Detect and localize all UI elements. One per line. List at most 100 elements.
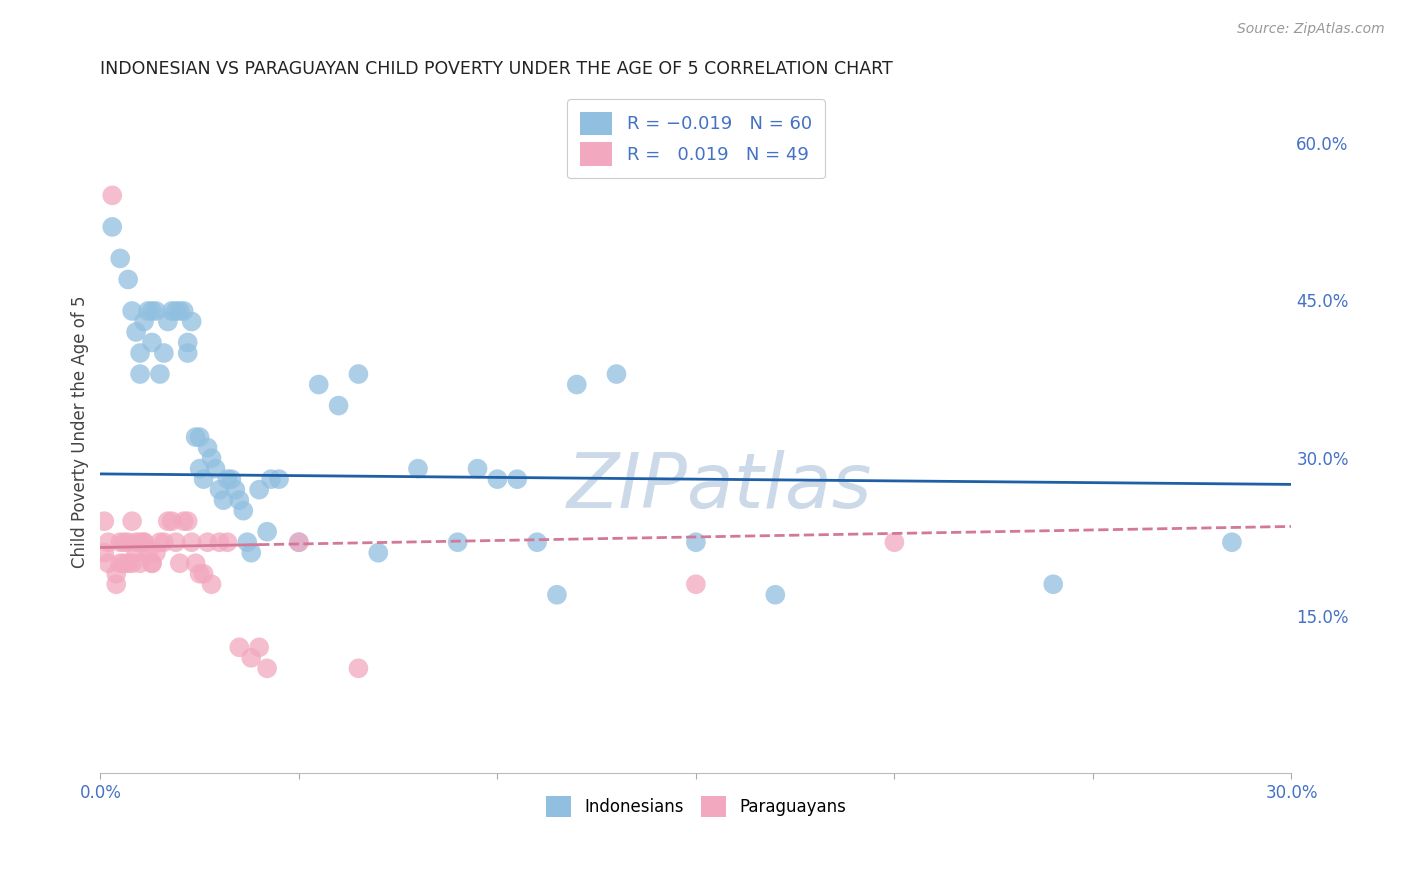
Point — [367, 546, 389, 560]
Y-axis label: Child Poverty Under the Age of 5: Child Poverty Under the Age of 5 — [72, 295, 89, 568]
Point — [193, 472, 215, 486]
Point — [184, 430, 207, 444]
Point — [93, 546, 115, 560]
Point — [173, 304, 195, 318]
Point — [184, 556, 207, 570]
Point — [1042, 577, 1064, 591]
Point — [136, 304, 159, 318]
Point — [112, 556, 135, 570]
Point — [1220, 535, 1243, 549]
Point — [232, 504, 254, 518]
Point — [763, 588, 786, 602]
Point — [685, 577, 707, 591]
Point — [93, 514, 115, 528]
Point — [136, 546, 159, 560]
Point — [156, 314, 179, 328]
Point — [117, 556, 139, 570]
Point — [347, 661, 370, 675]
Point — [169, 304, 191, 318]
Point — [228, 493, 250, 508]
Point — [565, 377, 588, 392]
Point — [153, 346, 176, 360]
Point — [129, 535, 152, 549]
Point — [288, 535, 311, 549]
Point — [101, 219, 124, 234]
Point — [224, 483, 246, 497]
Point — [112, 535, 135, 549]
Point — [605, 367, 627, 381]
Point — [240, 650, 263, 665]
Point — [247, 483, 270, 497]
Point — [197, 441, 219, 455]
Point — [169, 556, 191, 570]
Point — [149, 535, 172, 549]
Point — [200, 451, 222, 466]
Point — [108, 556, 131, 570]
Point — [105, 566, 128, 581]
Point — [208, 483, 231, 497]
Point — [132, 314, 155, 328]
Point — [117, 535, 139, 549]
Point — [141, 556, 163, 570]
Point — [97, 535, 120, 549]
Point — [108, 535, 131, 549]
Point — [125, 535, 148, 549]
Point — [176, 335, 198, 350]
Point — [447, 535, 470, 549]
Point — [197, 535, 219, 549]
Point — [256, 524, 278, 539]
Point — [347, 367, 370, 381]
Point — [328, 399, 350, 413]
Point — [685, 535, 707, 549]
Point — [288, 535, 311, 549]
Point — [176, 514, 198, 528]
Point — [97, 556, 120, 570]
Point — [267, 472, 290, 486]
Point — [486, 472, 509, 486]
Point — [160, 304, 183, 318]
Text: ZIPatlas: ZIPatlas — [567, 450, 872, 524]
Point — [221, 472, 243, 486]
Point — [260, 472, 283, 486]
Point — [149, 367, 172, 381]
Point — [132, 535, 155, 549]
Point — [153, 535, 176, 549]
Point — [204, 461, 226, 475]
Point — [121, 556, 143, 570]
Point — [208, 535, 231, 549]
Point — [193, 566, 215, 581]
Point — [156, 514, 179, 528]
Point — [526, 535, 548, 549]
Point — [467, 461, 489, 475]
Point — [217, 472, 239, 486]
Point — [406, 461, 429, 475]
Point — [141, 335, 163, 350]
Point — [165, 304, 187, 318]
Point — [173, 514, 195, 528]
Point — [165, 535, 187, 549]
Point — [256, 661, 278, 675]
Point — [176, 346, 198, 360]
Point — [180, 535, 202, 549]
Point — [200, 577, 222, 591]
Point — [883, 535, 905, 549]
Legend: Indonesians, Paraguayans: Indonesians, Paraguayans — [540, 789, 852, 823]
Point — [247, 640, 270, 655]
Point — [117, 272, 139, 286]
Text: Source: ZipAtlas.com: Source: ZipAtlas.com — [1237, 22, 1385, 37]
Point — [212, 493, 235, 508]
Point — [108, 252, 131, 266]
Point — [101, 188, 124, 202]
Point — [180, 314, 202, 328]
Point — [125, 546, 148, 560]
Point — [236, 535, 259, 549]
Point — [121, 304, 143, 318]
Point — [506, 472, 529, 486]
Point — [105, 577, 128, 591]
Point — [141, 304, 163, 318]
Point — [188, 461, 211, 475]
Text: INDONESIAN VS PARAGUAYAN CHILD POVERTY UNDER THE AGE OF 5 CORRELATION CHART: INDONESIAN VS PARAGUAYAN CHILD POVERTY U… — [100, 60, 893, 78]
Point — [160, 514, 183, 528]
Point — [141, 556, 163, 570]
Point — [129, 367, 152, 381]
